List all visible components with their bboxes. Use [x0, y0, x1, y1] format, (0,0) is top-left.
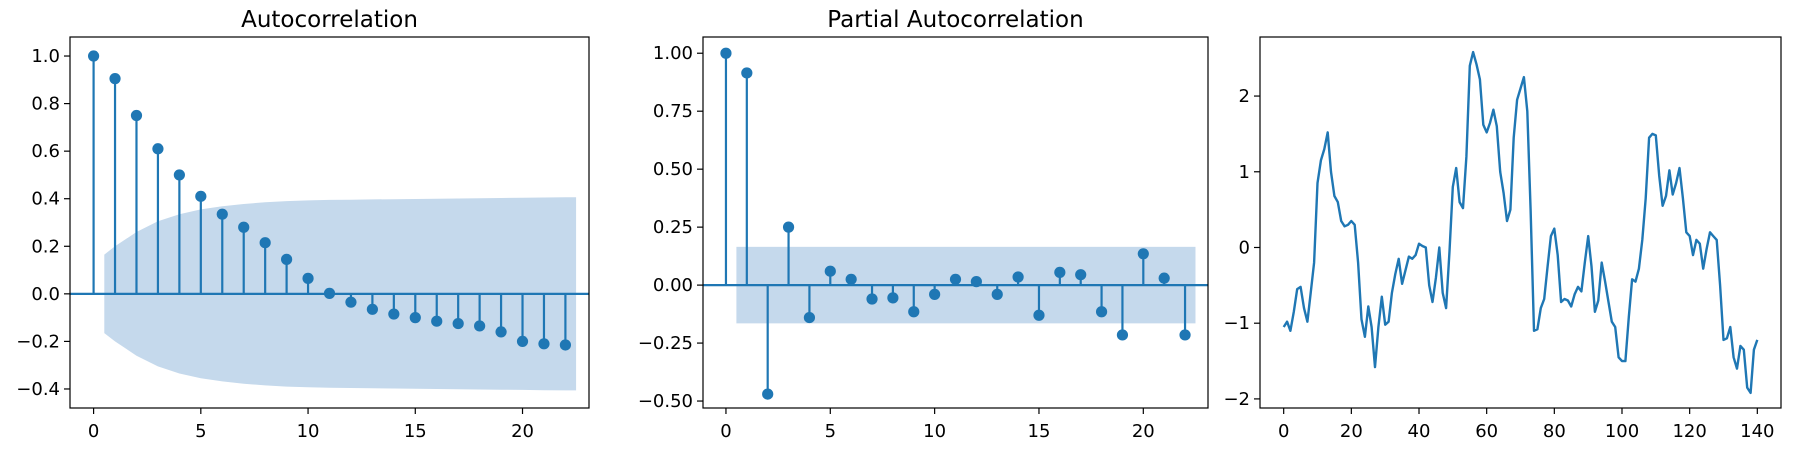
y-tick-label: −0.2: [16, 331, 60, 352]
axes-frame: [702, 36, 1209, 409]
marker-lag-12: [345, 296, 357, 308]
marker-lag-14: [1012, 271, 1024, 283]
marker-lag-18: [1095, 306, 1108, 318]
y-tick-label: −0.25: [638, 333, 693, 354]
marker-lag-13: [991, 288, 1003, 300]
x-tick-label: 15: [404, 421, 427, 442]
x-tick-label: 20: [1340, 421, 1363, 442]
marker-lag-21: [538, 338, 550, 350]
x-tick-label: 10: [297, 421, 320, 442]
y-tick-label: −0.50: [638, 391, 693, 412]
x-tick-label: 20: [1132, 421, 1155, 442]
marker-lag-1: [109, 73, 121, 85]
marker-lag-17: [452, 317, 464, 330]
axes-frame: [69, 36, 590, 409]
marker-lag-12: [970, 276, 982, 288]
chart-panel-1: 0 5 10 15 20 −0.4 −0.2 0.0 0.2 0.4 0.6 0.8 1.0 Autoco…: [16, 7, 590, 442]
x-tick-label: 10: [923, 421, 946, 442]
marker-lag-3: [152, 143, 164, 155]
marker-lag-20: [1137, 248, 1149, 260]
x-tick-label: 40: [1408, 421, 1431, 442]
marker-lag-3: [782, 221, 795, 233]
marker-lag-9: [281, 253, 293, 265]
marker-lag-4: [173, 169, 185, 181]
marker-lag-14: [388, 308, 400, 320]
y-tick-label: −1: [1223, 313, 1250, 334]
y-tick-label: 0.75: [653, 101, 693, 122]
marker-lag-18: [474, 320, 486, 332]
chart-panel-3: 0 20 40 60 80 100 120 140 −2 −1 0 1 2: [1223, 36, 1782, 442]
marker-lag-2: [130, 109, 143, 122]
y-tick-label: 0.2: [31, 236, 60, 257]
marker-lag-16: [431, 315, 443, 327]
y-tick-label: 0.6: [31, 141, 60, 162]
marker-lag-8: [887, 292, 899, 304]
chart-title: Autocorrelation: [241, 7, 418, 33]
series-line: [1282, 50, 1759, 395]
chart-panel-2: 0 5 10 15 20 −0.50 −0.25 0.00 0.25 0.50 0.75 1.00 Pa…: [638, 7, 1209, 442]
marker-lag-13: [366, 303, 378, 315]
axes-frame: [1259, 36, 1782, 409]
x-tick-label: 60: [1475, 421, 1498, 442]
marker-lag-7: [866, 293, 878, 305]
marker-lag-6: [845, 273, 857, 285]
marker-lag-16: [1054, 266, 1066, 278]
marker-lag-11: [949, 273, 962, 285]
x-tick-label: 80: [1543, 421, 1566, 442]
marker-lag-0: [720, 47, 732, 59]
x-tick-label: 5: [825, 421, 836, 442]
marker-lag-17: [1075, 269, 1087, 281]
marker-lag-19: [1116, 329, 1129, 341]
x-tick-label: 140: [1740, 421, 1774, 442]
y-tick-label: −2: [1223, 389, 1250, 410]
marker-lag-15: [1033, 309, 1045, 321]
y-tick-label: 0.8: [31, 94, 60, 115]
x-tick-label: 0: [1278, 421, 1289, 442]
marker-lag-15: [409, 312, 421, 324]
marker-lag-5: [195, 190, 207, 202]
y-tick-label: 0.25: [653, 217, 693, 238]
marker-lag-7: [238, 221, 250, 233]
marker-lag-20: [516, 335, 529, 348]
marker-lag-11: [323, 287, 336, 299]
x-tick-label: 0: [88, 421, 99, 442]
y-tick-label: −0.4: [16, 379, 60, 400]
marker-lag-22: [559, 339, 572, 351]
x-tick-label: 5: [195, 421, 206, 442]
y-tick-label: 0.50: [653, 159, 693, 180]
marker-lag-22: [1179, 329, 1191, 341]
x-tick-label: 15: [1028, 421, 1051, 442]
marker-lag-6: [216, 208, 228, 220]
marker-lag-10: [302, 272, 314, 284]
y-tick-label: 0.0: [31, 284, 60, 305]
marker-lag-5: [824, 265, 836, 277]
x-tick-label: 0: [720, 421, 731, 442]
x-tick-label: 100: [1605, 421, 1639, 442]
y-tick-label: 2: [1239, 86, 1250, 107]
y-tick-label: 0.4: [31, 189, 60, 210]
y-tick-label: 0: [1239, 237, 1250, 258]
marker-lag-8: [259, 237, 271, 249]
y-tick-label: 1.0: [31, 46, 60, 67]
marker-lag-4: [803, 311, 816, 324]
x-tick-label: 20: [511, 421, 534, 442]
chart-title: Partial Autocorrelation: [827, 7, 1083, 33]
marker-lag-9: [908, 306, 920, 318]
marker-lag-21: [1158, 272, 1170, 284]
marker-lag-10: [929, 288, 941, 300]
marker-lag-2: [762, 388, 774, 400]
marker-lag-19: [495, 326, 507, 338]
y-tick-label: 1: [1239, 162, 1250, 183]
marker-lag-0: [87, 50, 100, 62]
y-tick-label: 1.00: [653, 43, 693, 64]
x-tick-label: 120: [1672, 421, 1706, 442]
marker-lag-1: [741, 67, 753, 79]
y-tick-label: 0.00: [653, 275, 693, 296]
